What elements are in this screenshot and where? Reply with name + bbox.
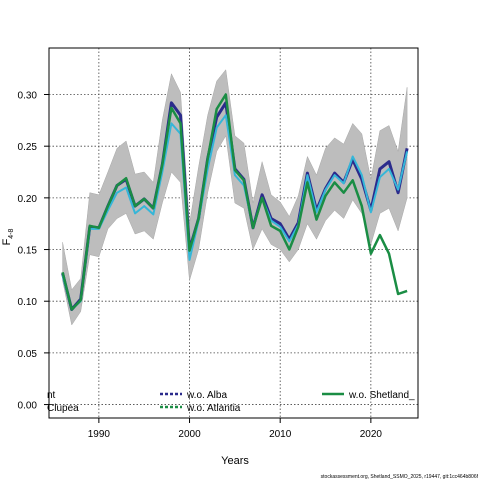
series-layer bbox=[61, 93, 409, 311]
y-axis-label: F4-8 bbox=[1, 228, 15, 245]
legend-label: nt bbox=[47, 390, 56, 401]
y-tick-label: 0.25 bbox=[18, 142, 38, 153]
series-line-2 bbox=[61, 93, 408, 311]
series-line-1 bbox=[61, 114, 409, 311]
y-axis-label-main: F bbox=[1, 238, 13, 245]
legend-label: w.o. Shetland_ bbox=[348, 390, 415, 401]
plot-frame bbox=[48, 47, 419, 419]
x-tick-label: 2020 bbox=[360, 429, 383, 440]
y-tick-label: 0.00 bbox=[18, 401, 38, 412]
y-tick-label: 0.15 bbox=[18, 246, 38, 257]
footer-credit: stockassessment.org, Shetland_SSMO_2025,… bbox=[321, 474, 479, 480]
confidence-band bbox=[62, 69, 408, 326]
x-tick-label: 2010 bbox=[269, 429, 292, 440]
y-tick-label: 0.30 bbox=[18, 91, 38, 102]
gridlines bbox=[49, 48, 418, 418]
x-tick-label: 1990 bbox=[88, 429, 111, 440]
axes: 1990 2000 2010 2020 0.00 0.05 0.10 0.15 0.20 0.25… bbox=[18, 47, 419, 440]
y-axis-label-subscript: 4-8 bbox=[8, 228, 15, 238]
x-tick-label: 2000 bbox=[178, 429, 201, 440]
y-tick-label: 0.10 bbox=[18, 297, 38, 308]
legend-label: w.o. Atlantia bbox=[186, 403, 241, 414]
legend: nt Clupea w.o. Alba w.o. Atlantia w.o. Shetl… bbox=[47, 390, 415, 414]
y-tick-label: 0.20 bbox=[18, 194, 38, 205]
x-axis-label: Years bbox=[221, 455, 249, 467]
legend-label: Clupea bbox=[47, 403, 79, 414]
legend-label: w.o. Alba bbox=[186, 390, 227, 401]
y-tick-label: 0.05 bbox=[18, 349, 38, 360]
confidence-band-layer bbox=[62, 69, 408, 326]
